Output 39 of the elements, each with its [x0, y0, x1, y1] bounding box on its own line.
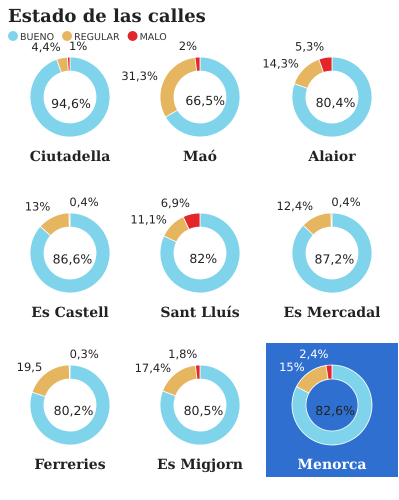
data-label: 13%: [24, 199, 50, 214]
text: Sant Lluís: [160, 305, 240, 321]
donut-slice: [30, 212, 110, 294]
text: Es Castell: [31, 305, 109, 321]
data-label: 12,4%: [276, 198, 314, 213]
data-label: 6,9%: [160, 196, 190, 210]
data-label: 19,5: [16, 360, 42, 374]
data-label: 2,4%: [299, 347, 329, 362]
data-label: 17,4%: [134, 360, 172, 375]
data-label: 80,2%: [54, 402, 94, 418]
data-label: 86,6%: [52, 251, 92, 266]
data-label: 66,5%: [185, 92, 226, 108]
text: Es Migjorn: [157, 457, 243, 473]
text: Es Mercadal: [284, 305, 380, 321]
data-label: 2%: [178, 39, 198, 54]
data-label: 94,6%: [51, 96, 91, 111]
data-label: 31,3%: [121, 69, 158, 84]
data-label: 15%: [279, 360, 305, 374]
data-label: 0,4%: [69, 195, 99, 210]
data-label: 0,3%: [70, 347, 99, 361]
data-label: 0,4%: [331, 195, 361, 210]
data-label: 80,5%: [184, 402, 224, 418]
text: Ciutadella: [30, 149, 110, 165]
data-label: 14,3%: [262, 56, 299, 71]
text: Menorca: [298, 457, 366, 473]
data-label: 11,1%: [130, 212, 167, 227]
data-label: 87,2%: [314, 252, 354, 267]
data-label: 82%: [189, 251, 218, 266]
text: Estado de las calles: [8, 6, 206, 27]
text: Alaior: [307, 149, 356, 165]
legend-label: MALO: [140, 32, 167, 43]
donut-slice: [292, 212, 372, 294]
data-label: 80,4%: [316, 94, 356, 110]
data-label: 82,6%: [315, 403, 356, 418]
donut-slice: [30, 56, 110, 138]
text: Ferreries: [34, 457, 106, 473]
text: Maó: [183, 149, 217, 165]
data-label: 1,8%: [168, 347, 198, 362]
data-label: 5,3%: [294, 40, 324, 54]
